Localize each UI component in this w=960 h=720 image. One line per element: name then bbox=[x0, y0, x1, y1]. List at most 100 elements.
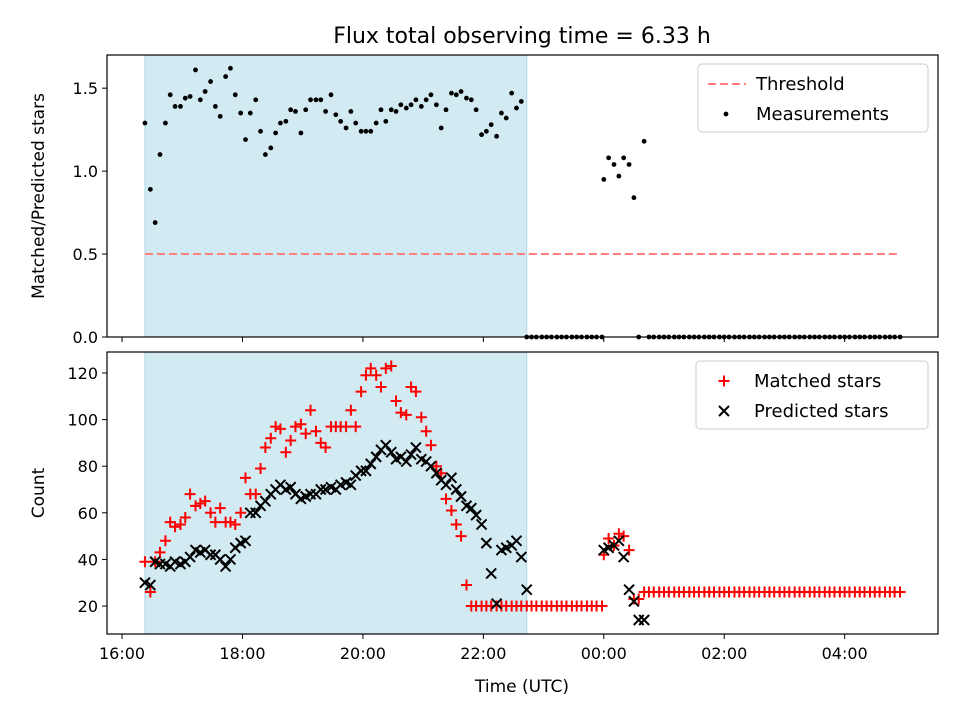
matched-point bbox=[415, 411, 427, 423]
count-panel: 20 40 60 80 100 120 16:00 18:00 20:00 22:00 00:00 0… bbox=[29, 351, 939, 663]
measurement-point bbox=[343, 125, 349, 131]
matched-point bbox=[190, 500, 202, 512]
predicted-point bbox=[521, 584, 533, 596]
predicted-point bbox=[450, 483, 462, 496]
y-tick-label: 120 bbox=[67, 364, 98, 383]
measurement-point bbox=[373, 120, 379, 126]
observing-span-shade bbox=[144, 54, 528, 338]
predicted-point bbox=[470, 509, 482, 521]
measurement-point bbox=[313, 97, 319, 103]
predicted-point bbox=[638, 614, 650, 626]
y-tick-label: 80 bbox=[78, 457, 98, 476]
matched-point bbox=[224, 516, 236, 528]
measurement-point bbox=[403, 105, 409, 111]
chart-title: Flux total observing time = 6.33 h bbox=[333, 24, 711, 49]
predicted-point bbox=[405, 448, 417, 461]
matched-point bbox=[460, 579, 472, 591]
predicted-point bbox=[385, 446, 397, 458]
measurement-point bbox=[283, 118, 289, 124]
measurement-point bbox=[182, 95, 188, 101]
matched-point bbox=[139, 556, 151, 568]
matched-point bbox=[255, 463, 267, 475]
matched-point bbox=[250, 488, 262, 500]
measurement-point bbox=[333, 112, 339, 118]
observing-span-shade bbox=[144, 351, 528, 635]
matched-point bbox=[144, 586, 156, 598]
predicted-point bbox=[365, 458, 377, 470]
predicted-point bbox=[370, 451, 382, 463]
measurement-point bbox=[258, 128, 263, 134]
matched-point bbox=[240, 472, 251, 484]
measurement-point bbox=[232, 92, 238, 98]
measurement-point bbox=[408, 102, 414, 108]
measurement-point bbox=[228, 65, 233, 71]
measurement-point bbox=[473, 107, 479, 113]
predicted-point bbox=[259, 495, 272, 507]
predicted-point bbox=[204, 549, 217, 561]
measurement-point bbox=[514, 105, 519, 111]
measurement-point bbox=[398, 102, 404, 108]
axes-frame bbox=[106, 54, 939, 338]
predicted-point bbox=[475, 518, 488, 531]
measurement-point bbox=[163, 120, 168, 126]
measurement-point bbox=[443, 107, 449, 113]
matched-point bbox=[305, 404, 317, 416]
predicted-point bbox=[219, 560, 232, 573]
predicted-point bbox=[465, 502, 478, 514]
measurement-point bbox=[509, 90, 515, 96]
y-tick-label: 100 bbox=[67, 411, 98, 430]
measurement-point bbox=[378, 107, 384, 113]
matched-point bbox=[265, 432, 277, 444]
legend-label: Measurements bbox=[756, 104, 889, 125]
matched-point bbox=[295, 418, 307, 430]
ratio-panel: 0.0 0.5 1.0 1.5 Matched/Predicted stars Thres… bbox=[29, 54, 939, 347]
measurement-point bbox=[479, 132, 484, 138]
matched-point bbox=[274, 423, 286, 435]
predicted-point bbox=[355, 465, 367, 477]
measurement-point bbox=[298, 130, 304, 136]
matched-point bbox=[259, 442, 271, 454]
measurement-point bbox=[253, 97, 259, 103]
measurement-point bbox=[223, 74, 229, 79]
predicted-point bbox=[445, 472, 458, 484]
matched-point bbox=[345, 404, 357, 416]
predicted-point bbox=[490, 597, 503, 610]
predicted-point bbox=[623, 584, 635, 596]
measurement-point bbox=[503, 115, 509, 121]
matched-point bbox=[270, 421, 282, 433]
measurement-point bbox=[518, 99, 524, 104]
series-matched-stars bbox=[139, 360, 906, 612]
measurement-point bbox=[383, 118, 389, 124]
measurement-point bbox=[363, 128, 369, 134]
matched-point bbox=[365, 362, 377, 374]
measurement-point bbox=[453, 92, 459, 98]
legend-label: Matched stars bbox=[754, 371, 881, 392]
measurement-point bbox=[208, 79, 213, 84]
measurement-point bbox=[464, 95, 469, 101]
measurement-point bbox=[147, 186, 153, 192]
legend-marker bbox=[723, 111, 729, 117]
matched-point bbox=[420, 425, 432, 437]
measurement-point bbox=[494, 133, 500, 139]
predicted-point bbox=[224, 553, 237, 566]
predicted-point bbox=[455, 490, 467, 503]
measurement-point bbox=[488, 122, 494, 128]
predicted-point bbox=[410, 441, 422, 454]
legend: Threshold Measurements bbox=[697, 63, 929, 133]
measurement-point bbox=[217, 113, 223, 119]
measurement-point bbox=[468, 97, 474, 103]
measurement-point bbox=[268, 145, 274, 151]
predicted-point bbox=[315, 483, 327, 496]
measurement-point bbox=[262, 152, 268, 157]
matched-point bbox=[410, 386, 422, 398]
axes-frame bbox=[106, 351, 939, 635]
y-tick-label: 0.0 bbox=[73, 328, 98, 347]
y-tick-label: 60 bbox=[78, 504, 98, 523]
matched-point bbox=[375, 381, 387, 393]
measurement-point bbox=[202, 89, 208, 94]
measurement-point bbox=[418, 104, 424, 109]
measurement-point bbox=[601, 177, 607, 182]
matched-point bbox=[430, 460, 442, 472]
matched-point bbox=[370, 369, 382, 381]
